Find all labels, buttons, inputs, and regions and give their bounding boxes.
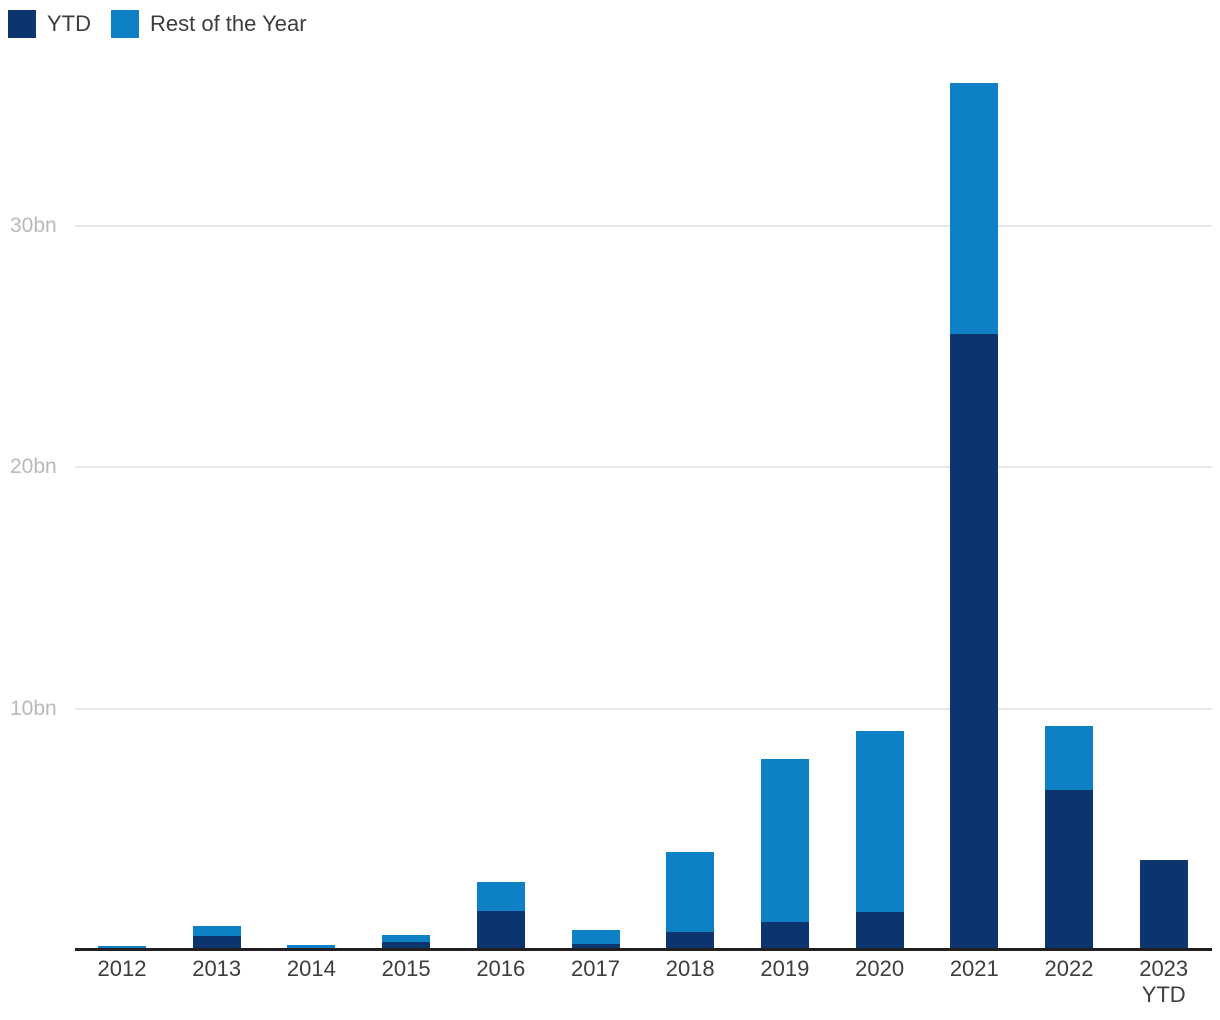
bar-2023-ytd	[1139, 860, 1188, 951]
bar-2016	[476, 882, 525, 951]
gridline-20bn	[75, 466, 1212, 469]
y-tick-label-30bn: 30bn	[10, 213, 57, 237]
x-tick-label-2021: 2021	[949, 956, 999, 981]
x-tick-label-2018: 2018	[665, 956, 715, 981]
legend-label-ytd: YTD	[47, 11, 91, 36]
bar-2017	[571, 929, 620, 951]
chart-legend: YTD Rest of the Year	[8, 10, 307, 38]
segment-ytd-2021	[950, 334, 999, 951]
segment-rest-of-year-2014	[287, 944, 336, 950]
bar-2013	[192, 926, 241, 951]
segment-rest-of-year-2016	[476, 882, 525, 912]
segment-rest-of-year-2020	[855, 731, 904, 913]
segment-rest-of-year-2012	[98, 945, 146, 949]
segment-ytd-2013	[192, 936, 241, 951]
x-tick-label-2019: 2019	[760, 956, 810, 981]
x-tick-label-2020: 2020	[855, 956, 905, 981]
x-tick-label-2017: 2017	[571, 956, 620, 981]
x-axis-line	[75, 948, 1212, 951]
bar-2021	[950, 82, 999, 951]
gridline-10bn	[75, 708, 1212, 711]
segment-ytd-2017	[571, 944, 620, 951]
y-tick-label-20bn: 20bn	[10, 455, 57, 479]
bar-2020	[855, 731, 904, 951]
bar-2015	[382, 934, 431, 951]
segment-rest-of-year-2015	[382, 934, 431, 943]
x-tick-label-2016: 2016	[476, 956, 526, 981]
x-tick-label-2012: 2012	[97, 956, 147, 981]
legend-label-rest-of-year: Rest of the Year	[150, 11, 307, 36]
x-tick-label-2023-ytd: 2023 YTD	[1139, 956, 1189, 1007]
segment-ytd-2015	[382, 942, 431, 951]
segment-rest-of-year-2019	[760, 758, 809, 923]
segment-rest-of-year-2018	[666, 852, 715, 933]
bar-2022	[1045, 726, 1093, 951]
segment-ytd-2022	[1045, 790, 1093, 951]
bar-2018	[666, 852, 715, 951]
segment-ytd-2023-ytd	[1139, 860, 1188, 951]
x-tick-label-2015: 2015	[381, 956, 431, 981]
y-tick-label-10bn: 10bn	[10, 697, 57, 721]
gridline-30bn	[75, 224, 1212, 227]
x-tick-label-2013: 2013	[192, 956, 242, 981]
segment-ytd-2016	[476, 911, 525, 951]
legend-swatch-ytd	[8, 10, 36, 38]
legend-swatch-rest-of-year	[111, 10, 139, 38]
segment-ytd-2020	[855, 912, 904, 951]
segment-rest-of-year-2021	[950, 82, 999, 335]
segment-ytd-2018	[666, 932, 715, 951]
segment-rest-of-year-2022	[1045, 726, 1093, 791]
segment-ytd-2019	[760, 922, 809, 951]
bar-2019	[760, 758, 809, 951]
legend-item-rest-of-year: Rest of the Year	[111, 10, 307, 38]
x-tick-label-2022: 2022	[1044, 956, 1094, 981]
legend-item-ytd: YTD	[8, 10, 91, 38]
x-tick-label-2014: 2014	[286, 956, 336, 981]
segment-rest-of-year-2017	[571, 929, 620, 945]
segment-rest-of-year-2013	[192, 926, 241, 937]
